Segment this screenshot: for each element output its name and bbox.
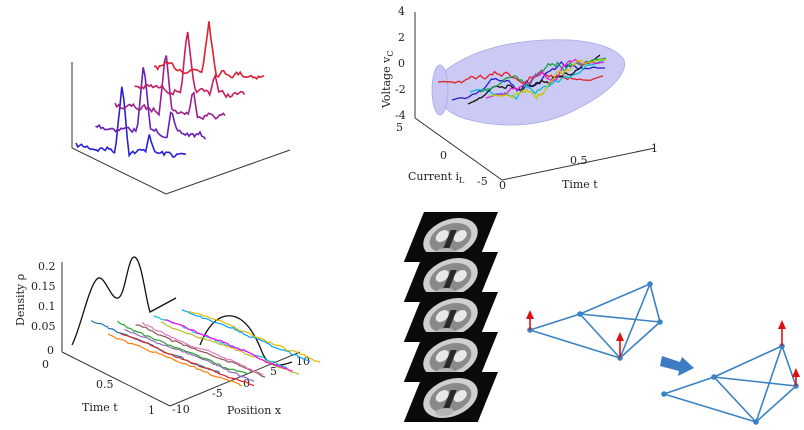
density-z-label: Density ρ — [14, 274, 27, 326]
density-x-tick: -5 — [212, 387, 223, 400]
mri-slice — [403, 292, 498, 342]
mri-slice — [403, 212, 498, 262]
vc-x-tick: 0 — [499, 179, 506, 192]
density-trajectory-line — [124, 329, 255, 383]
mri-structure — [453, 270, 467, 282]
vc-y-tick: 5 — [396, 121, 403, 134]
vc-x-axis — [501, 147, 656, 181]
density-x-tick: 10 — [296, 355, 310, 368]
spike-time-series-panel — [71, 21, 291, 195]
mri-structure — [453, 390, 467, 402]
initial-density-curve — [71, 256, 177, 346]
mri-structure — [453, 310, 467, 322]
density-t-tick: 1 — [148, 404, 155, 417]
spike-axes-frame — [71, 62, 291, 195]
vc-z-tick: 4 — [398, 5, 405, 18]
density-t-tick: 0 — [42, 358, 49, 371]
density-trajectory-line — [117, 320, 249, 375]
spike-series-line — [75, 86, 187, 159]
mri-structure — [442, 270, 457, 290]
vc-y-tick: -5 — [477, 175, 488, 188]
density-trajectory-line — [181, 309, 311, 362]
spike-series-line — [114, 55, 226, 121]
mri-structure — [442, 310, 457, 330]
trajectory-line — [489, 58, 607, 100]
density-trajectory-line — [165, 319, 293, 372]
density-z-tick: 0.05 — [31, 320, 56, 333]
final-density-curve — [199, 315, 293, 366]
mri-slice-stack — [403, 212, 498, 422]
vc-z-tick: -4 — [395, 109, 406, 122]
vc-x-label: Time t — [562, 178, 598, 191]
density-trajectory-line — [141, 322, 264, 376]
mri-structure — [453, 350, 467, 362]
mri-structure — [442, 350, 457, 370]
trajectory-line — [437, 70, 604, 85]
vc-z-tick: 0 — [398, 57, 405, 70]
vc-y-label: Current iL — [408, 170, 465, 185]
trajectory-line — [467, 54, 601, 105]
vc-x-tick: 0.5 — [570, 154, 588, 167]
tube-end-cap — [431, 64, 449, 116]
vc-z-label: Voltage vC — [380, 51, 395, 109]
mri-structure — [435, 350, 449, 362]
spike-series-line — [95, 67, 207, 140]
density-x-tick: 0 — [243, 377, 250, 390]
mri-structure — [435, 390, 449, 402]
density-z-tick: 0.15 — [31, 280, 56, 293]
mri-structure — [442, 390, 457, 410]
source-graph — [526, 281, 663, 361]
density-z-tick: 0 — [47, 344, 54, 357]
density-z-tick: 0.1 — [38, 300, 56, 313]
mri-slice — [403, 372, 498, 422]
density-x-tick: -10 — [172, 403, 190, 416]
spike-series-line — [154, 21, 265, 80]
voltage-current-panel: 4 2 0 -2 -4 Voltage vC 5 0 -5 Current iL… — [380, 5, 658, 192]
mri-structure — [435, 310, 449, 322]
density-trajectory-line — [160, 321, 300, 375]
density-t-label: Time t — [82, 401, 118, 414]
mri-structure — [435, 270, 449, 282]
mri-structure — [435, 408, 454, 416]
density-t-tick: 0.5 — [96, 378, 114, 391]
vc-y-axis — [414, 117, 503, 181]
mri-structure — [435, 230, 449, 242]
density-x-label: Position x — [227, 404, 282, 417]
density-t-axis — [61, 351, 171, 407]
vc-y-tick: 0 — [440, 149, 447, 162]
transition-arrow — [660, 356, 694, 376]
density-trajectory-line — [107, 333, 243, 387]
density-x-tick: 5 — [270, 365, 277, 378]
density-trajectory-line — [188, 310, 321, 363]
mri-slice — [403, 332, 498, 382]
graph-deformation-panel — [526, 281, 800, 425]
density-trajectory-line — [135, 324, 266, 378]
trajectory-line — [469, 59, 606, 101]
mri-structure — [453, 230, 467, 242]
density-z-tick: 0.2 — [38, 260, 56, 273]
vc-x-tick: 1 — [651, 142, 658, 155]
mri-structure — [442, 230, 457, 250]
vc-z-tick: 2 — [398, 31, 405, 44]
density-panel: 0.2 0.15 0.1 0.05 0 0 Density ρ 0.5 1 Ti… — [14, 256, 321, 417]
target-graph — [661, 320, 800, 425]
spike-series-line — [134, 31, 246, 99]
vc-z-tick: -2 — [395, 83, 406, 96]
density-trajectory-line — [119, 332, 255, 387]
